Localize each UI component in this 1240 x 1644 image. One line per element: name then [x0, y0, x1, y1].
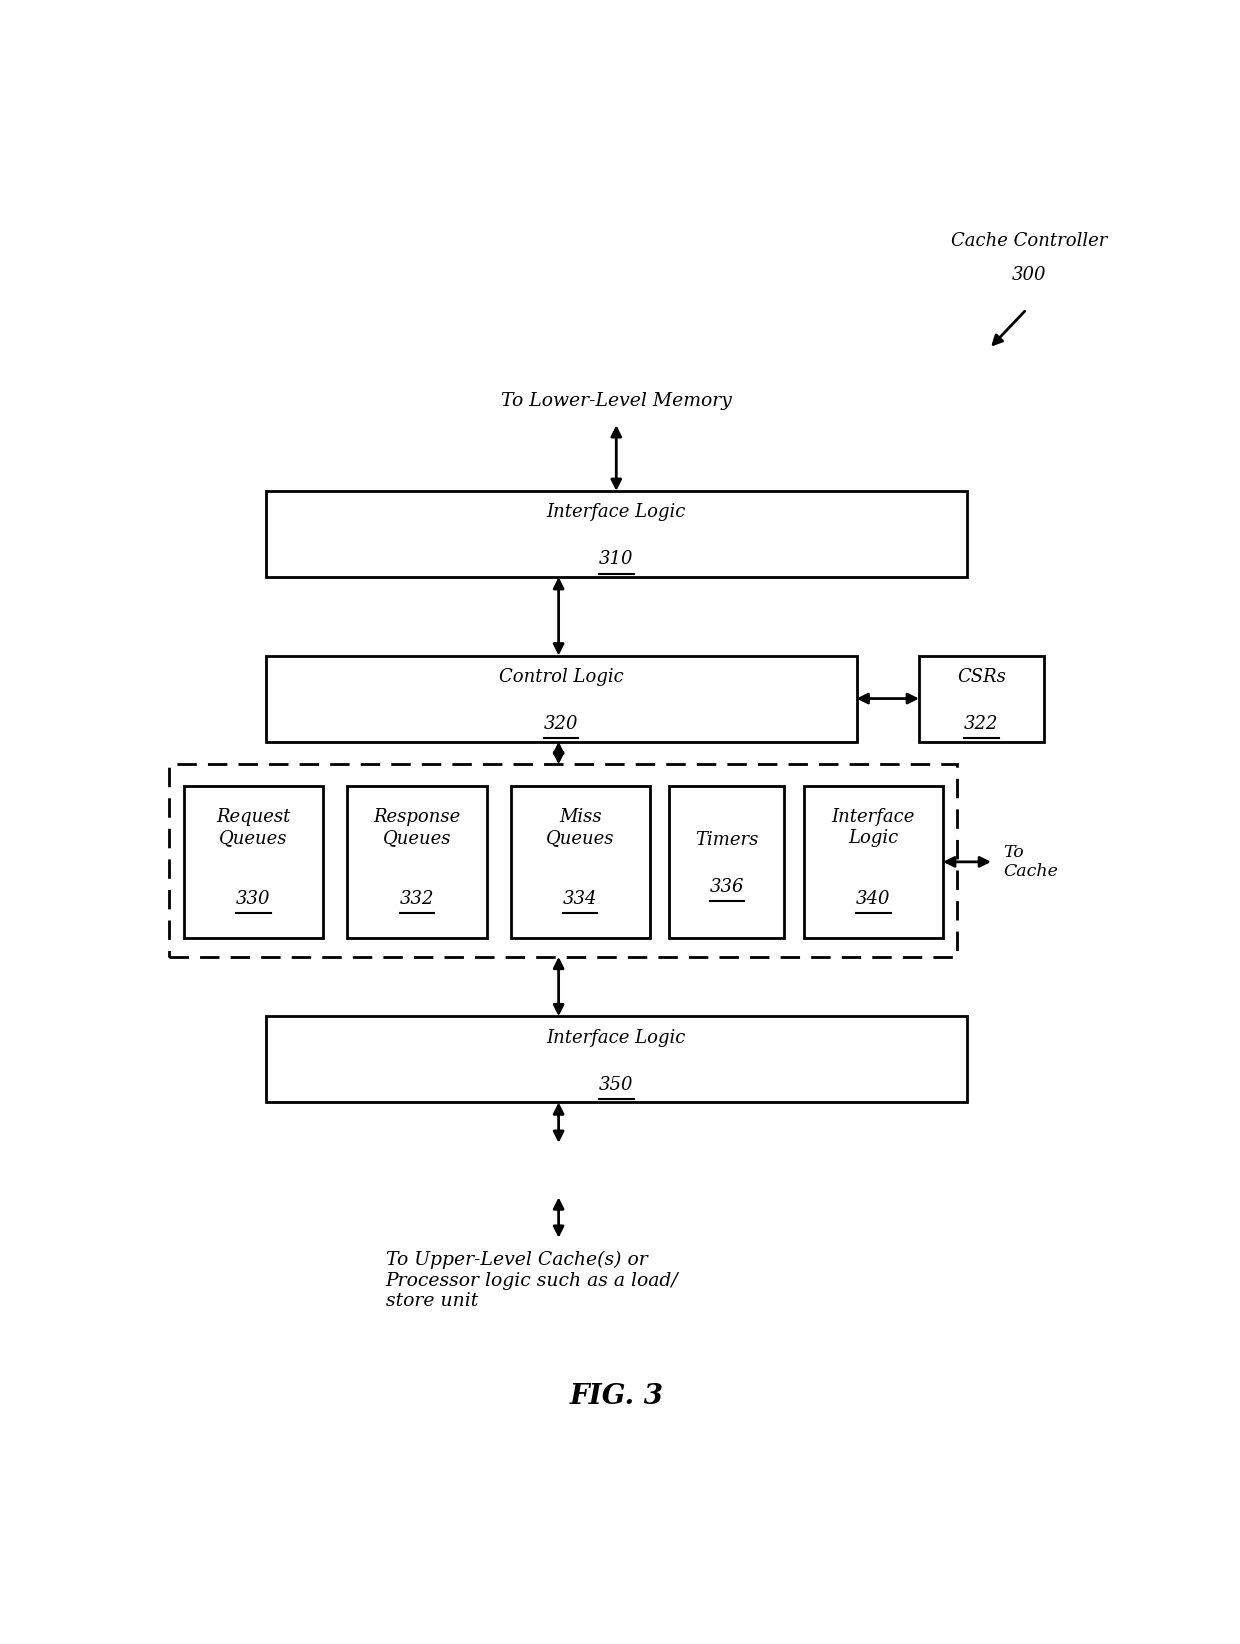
Text: FIG. 3: FIG. 3: [569, 1383, 663, 1411]
Text: 340: 340: [856, 889, 890, 907]
Text: 336: 336: [709, 878, 744, 896]
Text: To
Cache: To Cache: [1003, 843, 1059, 880]
Text: Interface
Logic: Interface Logic: [832, 807, 915, 847]
Text: Interface Logic: Interface Logic: [547, 1029, 686, 1047]
Text: 322: 322: [965, 715, 998, 733]
Text: Cache Controller: Cache Controller: [951, 232, 1107, 250]
Text: 320: 320: [544, 715, 578, 733]
Text: 330: 330: [237, 889, 270, 907]
Bar: [265, 492, 967, 577]
Bar: [804, 786, 944, 937]
Text: Interface Logic: Interface Logic: [547, 503, 686, 521]
Bar: [670, 786, 785, 937]
Bar: [511, 786, 650, 937]
Text: Request
Queues: Request Queues: [216, 807, 290, 847]
Text: To Lower-Level Memory: To Lower-Level Memory: [501, 391, 732, 409]
Bar: [919, 656, 1044, 741]
Text: 300: 300: [1012, 266, 1047, 284]
Text: Timers: Timers: [696, 832, 759, 850]
Text: 334: 334: [563, 889, 598, 907]
Text: To Upper-Level Cache(s) or
Processor logic such as a load/
store unit: To Upper-Level Cache(s) or Processor log…: [386, 1251, 678, 1310]
Bar: [265, 1016, 967, 1103]
Text: Control Logic: Control Logic: [498, 667, 624, 686]
Text: CSRs: CSRs: [957, 667, 1006, 686]
Text: 350: 350: [599, 1075, 634, 1093]
Text: 332: 332: [399, 889, 434, 907]
Bar: [265, 656, 857, 741]
Bar: [170, 764, 957, 957]
Bar: [184, 786, 324, 937]
Text: Response
Queues: Response Queues: [373, 807, 460, 847]
Text: Miss
Queues: Miss Queues: [546, 807, 615, 847]
Bar: [347, 786, 486, 937]
Text: 310: 310: [599, 551, 634, 569]
